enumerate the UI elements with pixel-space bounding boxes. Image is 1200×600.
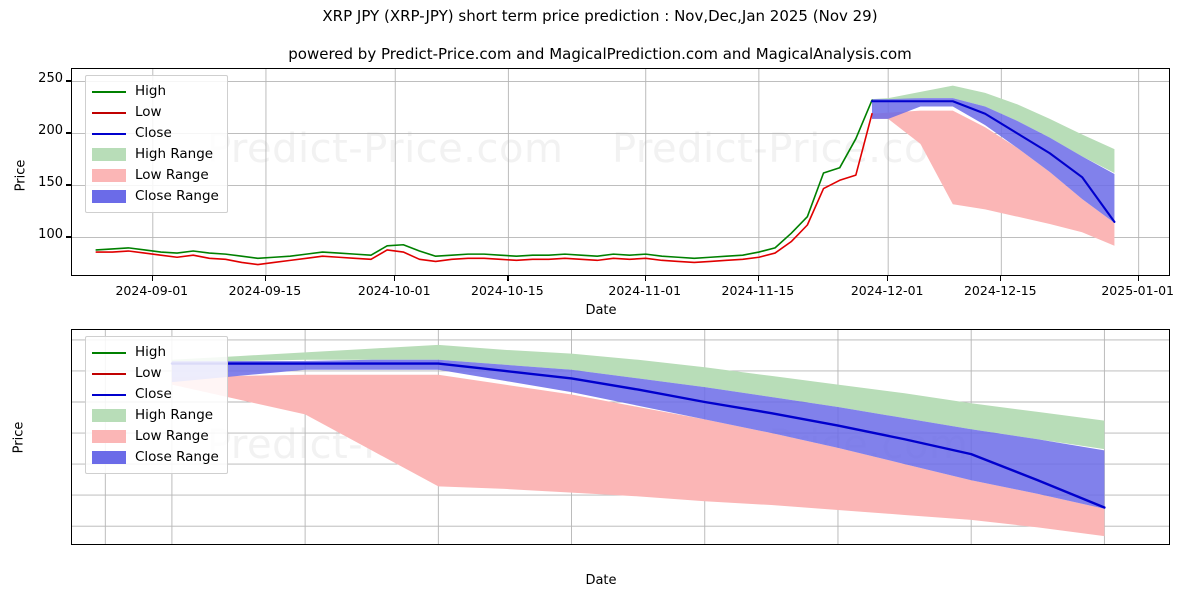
legend-label: High Range [135,145,214,162]
legend-line-swatch [92,351,126,354]
legend-label: High [135,82,167,99]
overview-plot-svg [72,69,1169,275]
legend-line-swatch [92,111,126,114]
overview-legend-item-close[interactable]: Close [92,123,219,144]
legend-patch-swatch [92,430,126,443]
legend-patch-swatch [92,451,126,464]
legend-patch-swatch [92,190,126,203]
forecast-legend-item-low[interactable]: Low [92,363,219,384]
overview-legend-item-low[interactable]: Low [92,102,219,123]
legend-line-swatch [92,90,126,93]
legend-label: Low Range [135,166,209,183]
y-tick-label: 200 [38,123,63,139]
overview-legend: High Low Close High Range Low Range Close Ran… [85,75,228,213]
forecast-plot-svg [72,330,1169,544]
x-tick-mark [264,276,267,281]
legend-line-swatch [92,372,126,375]
overview-chart-panel: Price Date Predict-Price.com Predict-Pri… [14,68,1174,318]
overview-legend-item-close-range[interactable]: Close Range [92,186,219,207]
x-tick-label: 2024-10-01 [357,283,431,298]
y-tick-label: 250 [38,71,63,87]
x-tick-label: 2024-11-15 [721,283,795,298]
x-tick-mark [644,276,646,281]
x-tick-label: 2024-09-15 [228,283,302,298]
page-subtitle: powered by Predict-Price.com and Magical… [288,45,912,63]
x-tick-mark [394,276,396,281]
y-tick-mark [66,184,71,186]
legend-label: Close Range [135,448,219,465]
forecast-legend-item-high[interactable]: High [92,342,219,363]
x-tick-label: 2024-11-01 [608,283,682,298]
legend-label: Close [135,124,172,141]
y-tick-label: 150 [38,175,63,191]
legend-label: Low [135,364,162,381]
legend-label: Low [135,103,162,120]
y-tick-label: 100 [38,227,63,243]
x-tick-label: 2024-09-01 [115,283,189,298]
x-tick-mark [1137,276,1139,281]
y-tick-mark [66,80,71,82]
legend-patch-swatch [92,409,126,422]
legend-label: Low Range [135,427,209,444]
forecast-legend-item-low-range[interactable]: Low Range [92,426,219,447]
overview-plot-area: Predict-Price.com Predict-Price.com [71,68,1170,276]
overview-legend-item-high[interactable]: High [92,81,219,102]
forecast-legend-item-close[interactable]: Close [92,384,219,405]
legend-patch-swatch [92,169,126,182]
x-tick-mark [151,276,153,281]
y-tick-mark [66,132,71,134]
legend-label: High [135,343,167,360]
overview-legend-item-high-range[interactable]: High Range [92,144,219,165]
x-tick-label: 2024-12-01 [850,283,924,298]
y-tick-mark [66,236,71,238]
forecast-y-axis-label: Price [11,421,27,454]
x-tick-mark [507,276,509,281]
x-tick-label: 2024-10-15 [471,283,544,298]
x-tick-mark [757,276,760,281]
forecast-legend: High Low Close High Range Low Range Close Ran… [85,336,228,474]
page-title: XRP JPY (XRP-JPY) short term price predi… [322,7,878,25]
x-tick-mark [887,276,889,281]
legend-line-swatch [92,393,126,396]
legend-line-swatch [92,132,126,135]
legend-label: Close [135,385,172,402]
x-tick-label: 2024-12-15 [963,283,1037,298]
x-tick-mark [1000,276,1002,281]
legend-patch-swatch [92,148,126,161]
forecast-chart-panel: Price Date Predict-Price.com Predict-Pri… [0,320,1200,600]
overview-x-axis-label: Date [585,303,617,318]
forecast-legend-item-close-range[interactable]: Close Range [92,447,219,468]
overview-legend-item-low-range[interactable]: Low Range [92,165,219,186]
x-tick-label: 2025-01-01 [1101,283,1174,298]
forecast-plot-area: Predict-Price.com Predict-Price.com [71,329,1170,545]
forecast-x-axis-label: Date [585,573,617,588]
forecast-legend-item-high-range[interactable]: High Range [92,405,219,426]
legend-label: Close Range [135,187,219,204]
legend-label: High Range [135,406,214,423]
